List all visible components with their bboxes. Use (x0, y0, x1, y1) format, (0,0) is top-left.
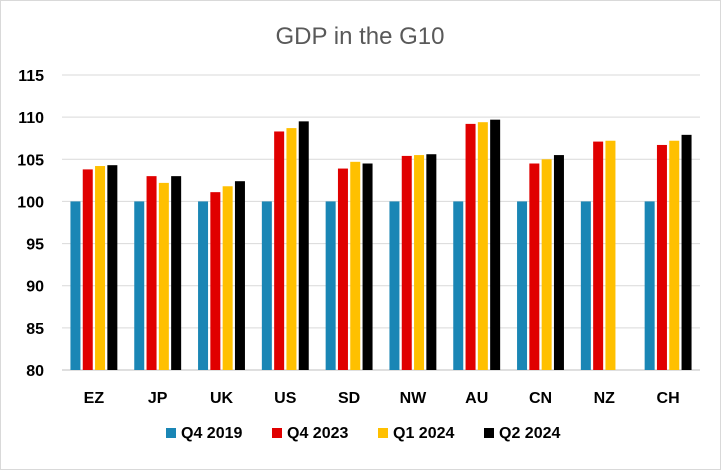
bar-nz-series-3 (605, 140, 616, 370)
legend-swatch (272, 428, 282, 438)
bar-au-series-2 (465, 123, 476, 370)
bar-us-series-4 (298, 121, 309, 370)
bar-jp-series-2 (146, 176, 157, 370)
y-tick-label: 100 (17, 194, 44, 211)
bar-ez-series-2 (82, 169, 93, 370)
y-tick-label: 80 (26, 363, 44, 380)
legend-label: Q1 2024 (393, 425, 454, 442)
x-tick-label: SD (338, 390, 360, 407)
y-tick-label: 95 (26, 237, 44, 254)
bar-au-series-1 (453, 201, 464, 370)
bar-sd-series-4 (362, 163, 373, 370)
legend-swatch (378, 428, 388, 438)
bar-uk-series-2 (210, 192, 221, 370)
bar-ch-series-1 (644, 201, 655, 370)
bar-ch-series-2 (656, 144, 667, 370)
x-axis-ticks: EZ JP UK US SD NW AU CN NZ CH (84, 390, 680, 407)
x-tick-label: NW (400, 390, 428, 407)
x-tick-label: JP (148, 390, 168, 407)
bar-ch-series-3 (669, 140, 680, 370)
legend: Q4 2019 Q4 2023 Q1 2024 Q2 2024 (166, 425, 560, 442)
bar-cn-series-4 (553, 155, 564, 370)
bar-jp-series-3 (158, 182, 169, 370)
x-tick-label: US (274, 390, 297, 407)
bar-us-series-1 (261, 201, 272, 370)
legend-swatch (166, 428, 176, 438)
bar-uk-series-3 (222, 186, 233, 370)
bar-sd-series-1 (325, 201, 336, 370)
bar-nz-series-2 (593, 141, 604, 370)
bar-nw-series-1 (389, 201, 400, 370)
legend-label: Q4 2023 (287, 425, 348, 442)
bar-cn-series-2 (529, 163, 540, 370)
bar-nw-series-3 (414, 155, 425, 370)
bar-sd-series-3 (350, 161, 361, 370)
x-tick-label: NZ (594, 390, 616, 407)
legend-swatch (484, 428, 494, 438)
bar-cn-series-3 (541, 159, 552, 370)
x-tick-label: CH (657, 390, 680, 407)
bar-us-series-3 (286, 128, 297, 370)
y-tick-label: 115 (18, 68, 44, 85)
bar-uk-series-1 (198, 201, 209, 370)
bar-nw-series-4 (426, 154, 437, 370)
bar-sd-series-2 (337, 168, 348, 370)
y-tick-label: 105 (17, 152, 44, 169)
bar-au-series-4 (490, 119, 501, 371)
legend-label: Q2 2024 (499, 425, 560, 442)
chart-title: GDP in the G10 (276, 23, 445, 50)
y-tick-label: 85 (26, 321, 44, 338)
bar-ez-series-4 (107, 165, 118, 370)
bar-us-series-2 (274, 131, 285, 370)
x-tick-label: EZ (84, 390, 105, 407)
bar-cn-series-1 (517, 201, 528, 370)
legend-label: Q4 2019 (181, 425, 242, 442)
y-tick-label: 110 (18, 110, 44, 127)
bar-jp-series-4 (171, 176, 182, 370)
bar-ez-series-1 (70, 201, 81, 370)
x-tick-label: CN (529, 390, 552, 407)
bar-au-series-3 (477, 122, 488, 370)
x-tick-label: UK (210, 390, 234, 407)
bars (70, 119, 692, 371)
y-axis-ticks: 80 85 90 95 100 105 110 115 (17, 68, 44, 380)
bar-ez-series-3 (95, 166, 106, 370)
gridlines (62, 74, 700, 371)
bar-nz-series-1 (580, 201, 591, 370)
x-tick-label: AU (465, 390, 488, 407)
bar-jp-series-1 (134, 201, 145, 370)
bar-nw-series-2 (401, 155, 412, 370)
bar-uk-series-4 (234, 181, 245, 370)
bar-ch-series-4 (681, 134, 692, 370)
y-tick-label: 90 (26, 279, 44, 296)
